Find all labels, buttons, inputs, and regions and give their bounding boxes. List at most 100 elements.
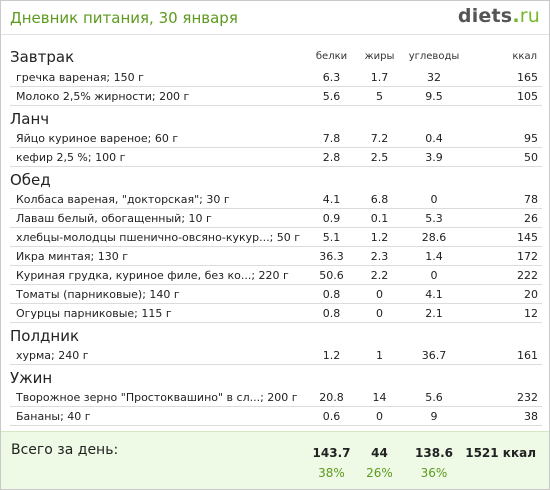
food-fat: 2.3 — [356, 246, 403, 266]
food-fat: 0 — [356, 303, 403, 323]
food-fat: 1.2 — [356, 227, 403, 247]
meal-header-row: Обед — [10, 167, 542, 191]
food-row[interactable]: Икра минтая; 130 г 36.3 2.3 1.4 172 — [10, 246, 542, 266]
food-name[interactable]: Творожное зерно "Простоквашино" в сл...;… — [10, 388, 307, 407]
food-name[interactable]: Бананы; 40 г — [10, 406, 307, 426]
food-kcal: 145 — [465, 227, 542, 247]
totals-label: Всего за день: — [11, 442, 119, 458]
food-row[interactable]: Яйцо куриное вареное; 60 г 7.8 7.2 0.4 95 — [10, 129, 542, 148]
food-protein: 0.8 — [307, 284, 356, 304]
total-fat: 44 — [371, 446, 388, 460]
meal-spacer — [307, 323, 542, 347]
food-protein: 36.3 — [307, 246, 356, 266]
column-header-fat: жиры — [364, 51, 395, 62]
carbs-percent: 36% — [420, 466, 448, 480]
food-protein: 0.9 — [307, 208, 356, 228]
food-fat: 2.5 — [356, 147, 403, 167]
total-carbs: 138.6 — [415, 446, 453, 460]
food-kcal: 165 — [465, 68, 542, 87]
food-protein: 1.2 — [307, 346, 356, 365]
food-fat: 14 — [356, 388, 403, 407]
food-kcal: 50 — [465, 147, 542, 167]
daily-totals: Всего за день: 143.7 44 138.6 1521 ккал … — [1, 431, 549, 489]
meal-header-row: Ланч — [10, 106, 542, 130]
total-kcal: 1521 ккал — [465, 446, 536, 460]
food-carbs: 36.7 — [403, 346, 465, 365]
meal-spacer — [307, 106, 542, 130]
food-name[interactable]: кефир 2,5 %; 100 г — [10, 147, 307, 167]
food-carbs: 3.9 — [403, 147, 465, 167]
meal-header-row: Ужин — [10, 365, 542, 389]
food-carbs: 5.6 — [403, 388, 465, 407]
column-header-protein: белки — [315, 51, 348, 62]
meal-spacer — [307, 365, 542, 389]
food-kcal: 78 — [465, 190, 542, 209]
food-row[interactable]: Творожное зерно "Простоквашино" в сл...;… — [10, 388, 542, 407]
food-name[interactable]: Колбаса вареная, "докторская"; 30 г — [10, 190, 307, 209]
food-protein: 2.8 — [307, 147, 356, 167]
food-carbs: 0.4 — [403, 129, 465, 148]
food-carbs: 5.3 — [403, 208, 465, 228]
food-fat: 7.2 — [356, 129, 403, 148]
food-carbs: 32 — [403, 68, 465, 87]
food-carbs: 2.1 — [403, 303, 465, 323]
food-kcal: 95 — [465, 129, 542, 148]
food-fat: 6.8 — [356, 190, 403, 209]
food-diary-table: Завтрак белки жиры углеводы ккал гречка варен… — [10, 45, 542, 426]
food-name[interactable]: Яйцо куриное вареное; 60 г — [10, 129, 307, 148]
food-row[interactable]: Бананы; 40 г 0.6 0 9 38 — [10, 406, 542, 426]
food-carbs: 9.5 — [403, 86, 465, 106]
food-protein: 5.6 — [307, 86, 356, 106]
food-row[interactable]: кефир 2,5 %; 100 г 2.8 2.5 3.9 50 — [10, 147, 542, 167]
food-row[interactable]: Огурцы парниковые; 115 г 0.8 0 2.1 12 — [10, 303, 542, 323]
meal-name: Завтрак — [10, 47, 75, 66]
food-fat: 2.2 — [356, 265, 403, 285]
food-fat: 0 — [356, 284, 403, 304]
food-name[interactable]: Икра минтая; 130 г — [10, 246, 307, 266]
fat-percent: 26% — [366, 466, 393, 480]
food-row[interactable]: Куриная грудка, куриное филе, без ко...;… — [10, 265, 542, 285]
food-carbs: 0 — [403, 265, 465, 285]
food-name[interactable]: Огурцы парниковые; 115 г — [10, 303, 307, 323]
food-kcal: 172 — [465, 246, 542, 266]
food-carbs: 1.4 — [403, 246, 465, 266]
food-row[interactable]: хлебцы-молодцы пшенично-овсяно-кукур...;… — [10, 227, 542, 247]
food-carbs: 28.6 — [403, 227, 465, 247]
food-row[interactable]: гречка вареная; 150 г 6.3 1.7 32 165 — [10, 68, 542, 87]
food-protein: 20.8 — [307, 388, 356, 407]
meal-spacer — [307, 167, 542, 191]
food-name[interactable]: хлебцы-молодцы пшенично-овсяно-кукур...;… — [10, 227, 307, 247]
food-row[interactable]: Молоко 2,5% жирности; 200 г 5.6 5 9.5 105 — [10, 86, 542, 106]
food-carbs: 4.1 — [403, 284, 465, 304]
food-name[interactable]: Томаты (парниковые); 140 г — [10, 284, 307, 304]
food-fat: 0.1 — [356, 208, 403, 228]
food-protein: 50.6 — [307, 265, 356, 285]
food-name[interactable]: хурма; 240 г — [10, 346, 307, 365]
food-kcal: 222 — [465, 265, 542, 285]
meal-name: Ужин — [10, 369, 53, 387]
site-logo[interactable]: diets.ru — [457, 5, 540, 27]
food-name[interactable]: Молоко 2,5% жирности; 200 г — [10, 86, 307, 106]
food-carbs: 0 — [403, 190, 465, 209]
food-fat: 1.7 — [356, 68, 403, 87]
food-fat: 0 — [356, 406, 403, 426]
food-row[interactable]: Лаваш белый, обогащенный; 10 г 0.9 0.1 5.3 2… — [10, 208, 542, 228]
page-title: Дневник питания, 30 января — [10, 9, 238, 27]
food-protein: 5.1 — [307, 227, 356, 247]
food-kcal: 26 — [465, 208, 542, 228]
food-row[interactable]: хурма; 240 г 1.2 1 36.7 161 — [10, 346, 542, 365]
food-row[interactable]: Томаты (парниковые); 140 г 0.8 0 4.1 20 — [10, 284, 542, 304]
food-fat: 1 — [356, 346, 403, 365]
food-protein: 0.8 — [307, 303, 356, 323]
food-kcal: 12 — [465, 303, 542, 323]
food-kcal: 161 — [465, 346, 542, 365]
food-name[interactable]: Лаваш белый, обогащенный; 10 г — [10, 208, 307, 228]
header-divider — [1, 34, 549, 35]
food-row[interactable]: Колбаса вареная, "докторская"; 30 г 4.1 6.… — [10, 190, 542, 209]
column-header-carbs: углеводы — [408, 51, 460, 62]
food-kcal: 105 — [465, 86, 542, 106]
food-protein: 6.3 — [307, 68, 356, 87]
food-name[interactable]: Куриная грудка, куриное филе, без ко...;… — [10, 265, 307, 285]
food-name[interactable]: гречка вареная; 150 г — [10, 68, 307, 87]
